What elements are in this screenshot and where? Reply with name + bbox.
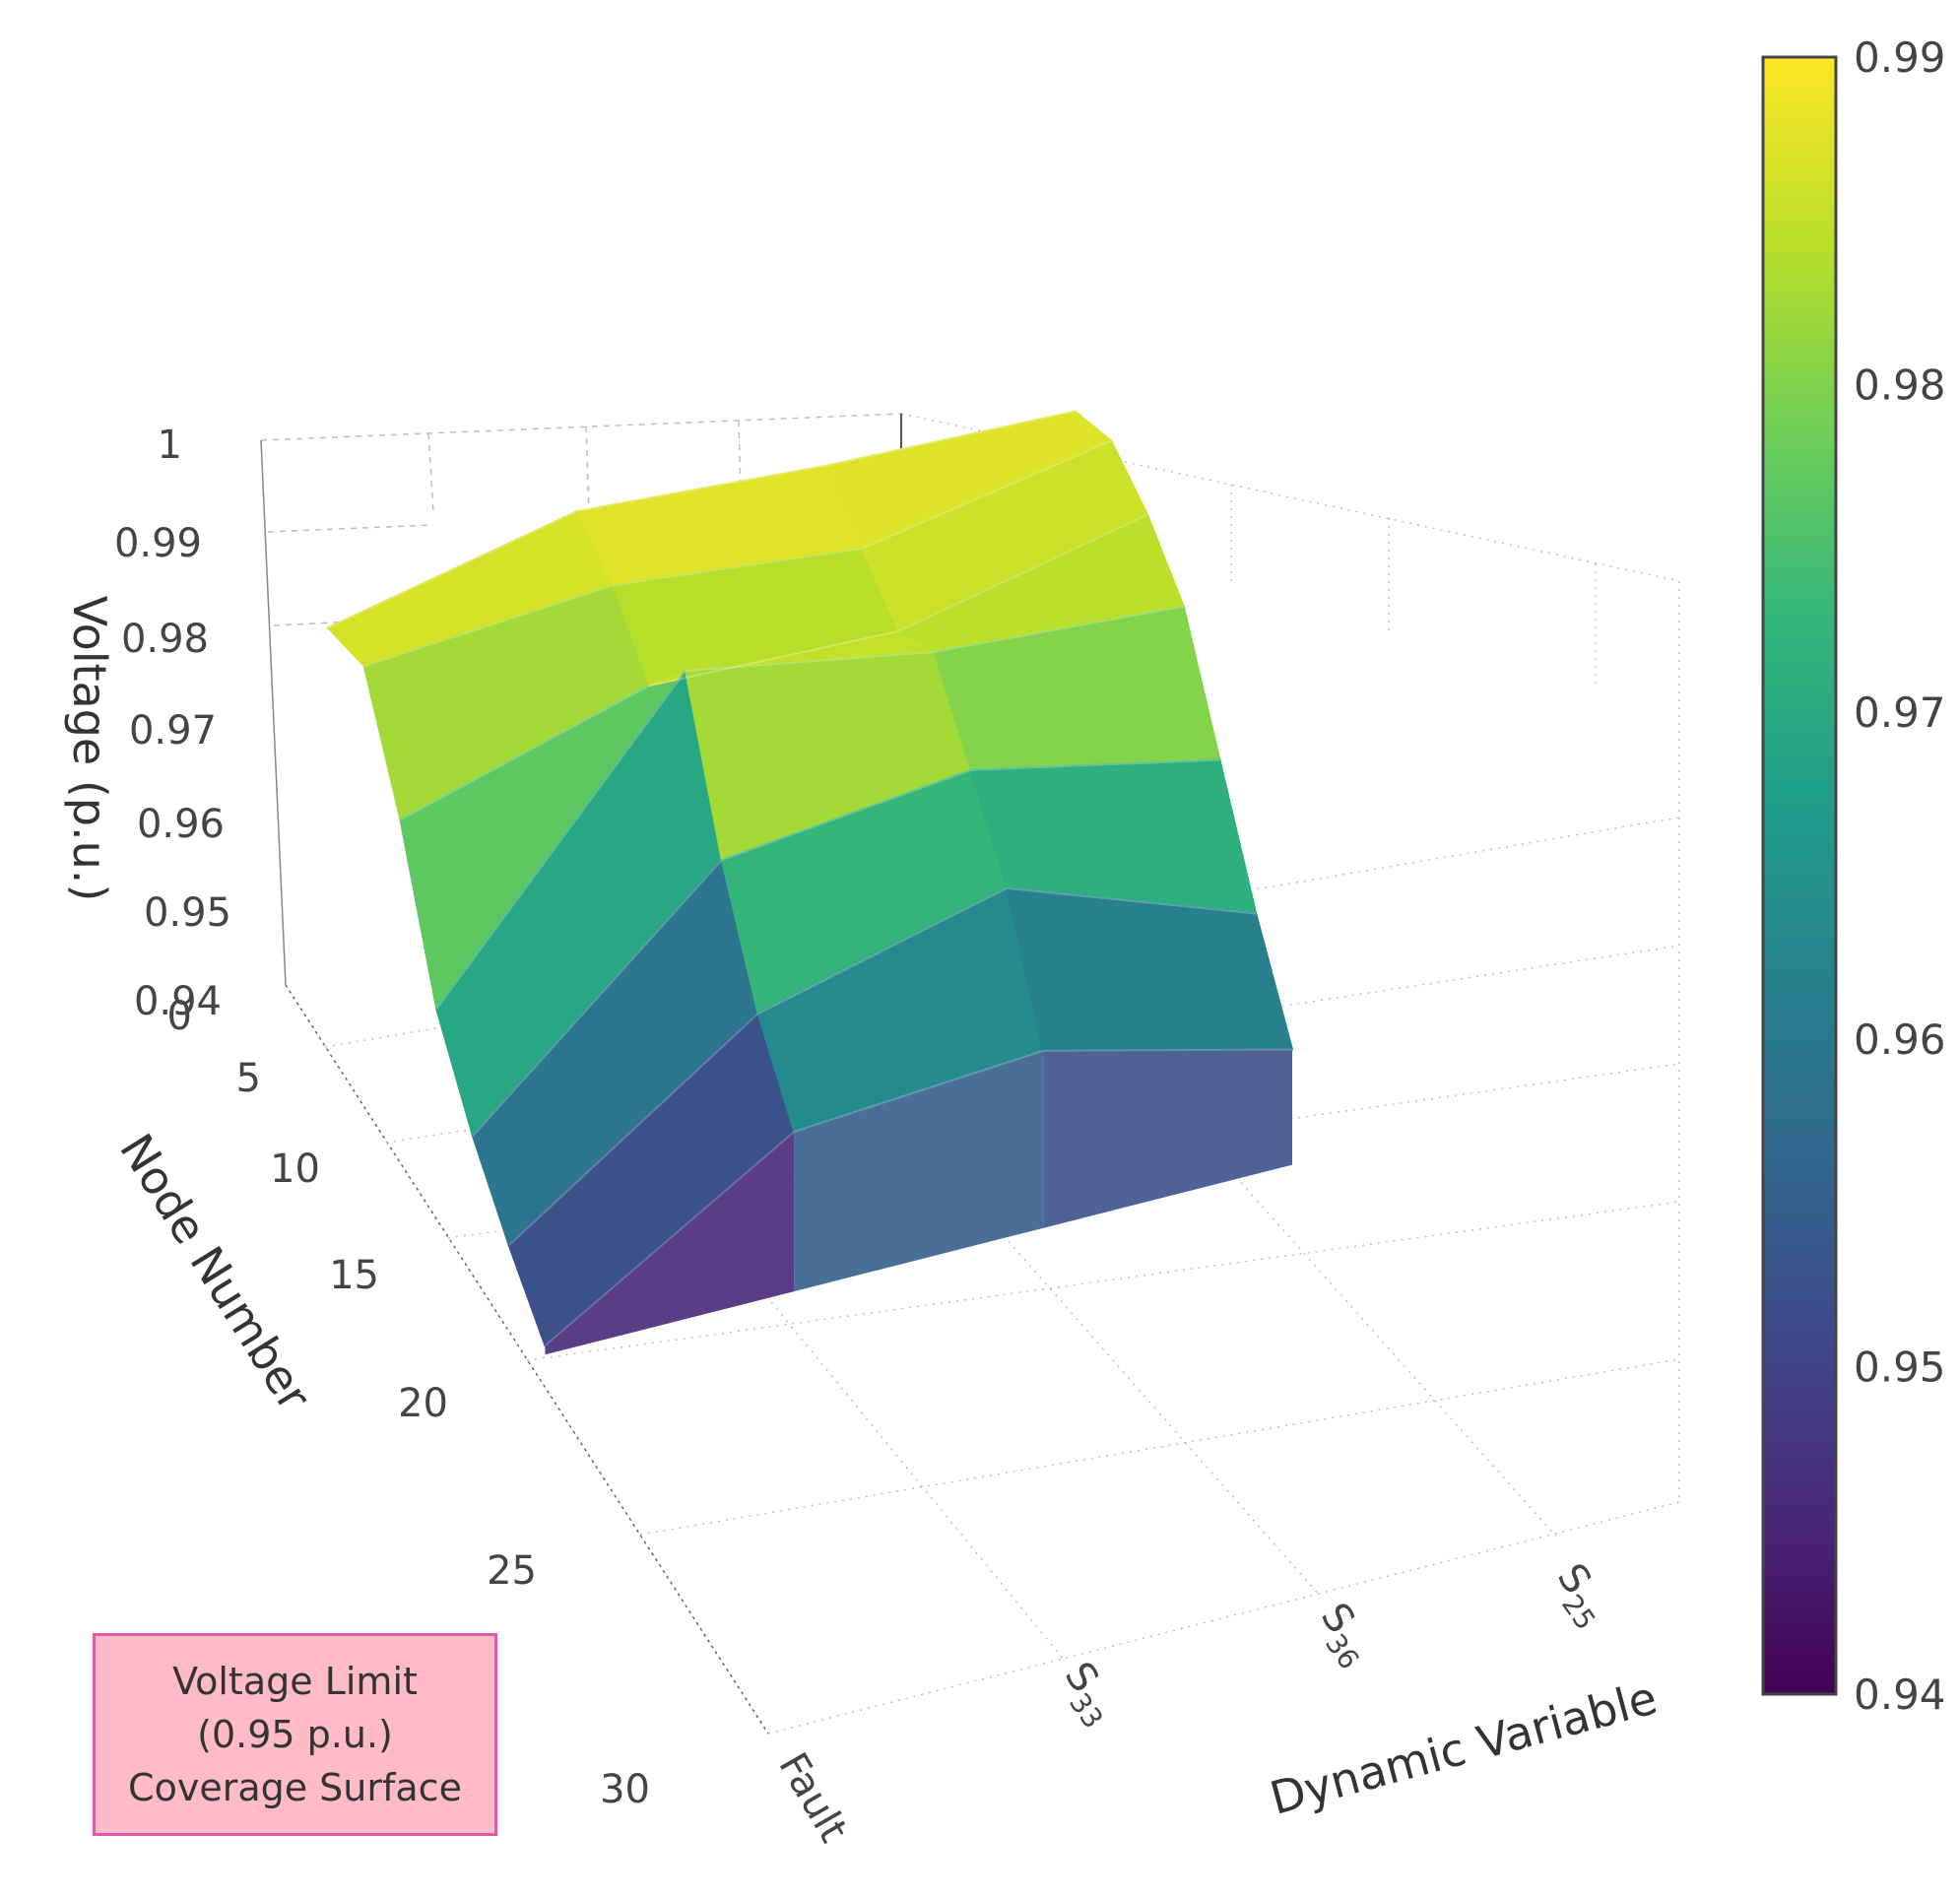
node-tick-label: 5 <box>236 1056 261 1101</box>
node-tick-label: 30 <box>600 1767 650 1812</box>
surface-contour-2 <box>400 513 1148 821</box>
variable-tick-label: Fault <box>769 1745 856 1850</box>
surface-skirt-1 <box>794 1050 1044 1292</box>
variable-tick-label: S33 <box>1048 1654 1127 1735</box>
colorbar-tick-label: 0.97 <box>1854 688 1946 737</box>
variable-tick-label: S36 <box>1304 1595 1383 1675</box>
z-tick-label: 0.96 <box>137 802 225 847</box>
colorbar-tick-label: 0.96 <box>1854 1016 1946 1064</box>
colorbar-tick-label: 0.99 <box>1854 33 1946 82</box>
colorbar-ramp <box>1761 55 1838 1696</box>
variable-tick-label: S25 <box>1540 1555 1619 1636</box>
annotation-line-3: Coverage Surface <box>128 1766 462 1809</box>
colorbar-tick-label: 0.98 <box>1854 360 1946 409</box>
colorbar-tick-label: 0.95 <box>1854 1343 1946 1392</box>
variable-axis-ticks: Fault S33 S36 S25 <box>769 1555 1619 1850</box>
annotation-line-2: (0.95 p.u.) <box>197 1713 393 1756</box>
variable-tick-main: Fault <box>769 1745 856 1850</box>
annotation-line-1: Voltage Limit <box>172 1660 418 1703</box>
surface-contour-3 <box>435 605 1184 1010</box>
surface-contour-6 <box>544 1048 1293 1347</box>
voltage-surface <box>327 410 1293 1355</box>
colorbar: 0.94 0.95 0.96 0.97 0.98 0.99 <box>1761 33 1946 1719</box>
node-tick-label: 0 <box>167 994 192 1039</box>
z-axis-title: Voltage (p.u.) <box>63 596 116 902</box>
node-tick-label: 10 <box>270 1147 320 1192</box>
z-tick-label: 0.98 <box>121 617 209 662</box>
surface-contour-0 <box>327 410 1076 629</box>
node-tick-label: 20 <box>398 1381 448 1426</box>
colorbar-tick-label: 0.94 <box>1854 1671 1946 1719</box>
z-tick-label: 0.97 <box>129 708 217 753</box>
surface-skirt-2 <box>1043 1049 1292 1228</box>
colorbar-ticks: 0.94 0.95 0.96 0.97 0.98 0.99 <box>1854 33 1946 1719</box>
node-tick-label: 15 <box>329 1253 379 1298</box>
variable-axis-title: Dynamic Variable <box>1265 1671 1663 1825</box>
node-axis-ticks: 05 10 15 20 25 30 <box>167 994 650 1812</box>
node-tick-label: 25 <box>487 1548 537 1594</box>
z-axis-ticks: 0.94 0.95 0.96 0.97 0.98 0.99 1 <box>114 423 231 1024</box>
surface-contour-1 <box>363 439 1112 668</box>
z-tick-label: 0.99 <box>114 521 202 566</box>
z-tick-label: 0.95 <box>144 890 231 936</box>
surface-contour-4 <box>472 758 1220 1137</box>
z-tick-label: 1 <box>158 423 182 468</box>
surface-contour-5 <box>508 886 1257 1247</box>
surface-skirt-0 <box>545 1132 795 1355</box>
annotation-box: Voltage Limit (0.95 p.u.) Coverage Surfa… <box>93 1633 497 1836</box>
z-tick-label: 0.94 <box>134 979 222 1024</box>
